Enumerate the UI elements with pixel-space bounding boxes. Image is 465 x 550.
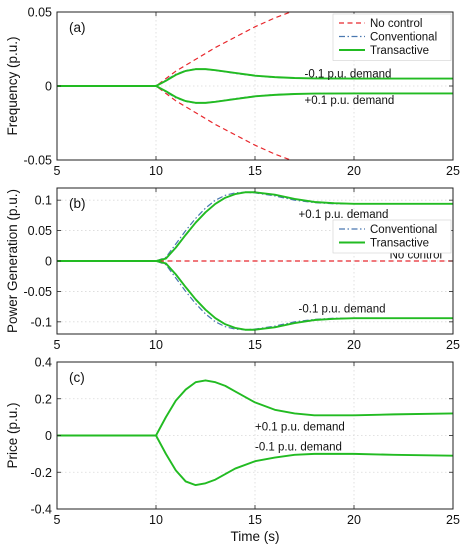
x-tick-label: 20 [347,164,361,178]
series-group [57,12,453,160]
series-line-transactive [57,85,453,104]
y-tick-label: 0 [45,80,52,94]
series-line-conventional [57,260,453,331]
series-group [57,379,453,487]
x-tick-label: 5 [54,164,61,178]
series-line-transactive [57,68,453,87]
series-line-transactive [57,434,453,487]
x-tick-label: 20 [347,513,361,527]
series-line-transactive [57,379,453,437]
y-axis-label: Power Generation (p.u.) [5,189,20,333]
y-tick-label: 0.05 [28,224,52,238]
legend-entry: Conventional [370,224,437,236]
y-tick-label: 0 [45,429,52,443]
series-line-no-control [57,12,293,87]
panel-1: 5 10 15 20 25 -0.05 0 0.05 Frequency (p.u.) (a) -0… [5,6,460,179]
panel-label: (a) [69,20,86,35]
legend: Conventional Transactive [332,219,452,254]
annotation: -0.1 p.u. demand [255,442,342,454]
legend-entry: Transactive [370,45,429,57]
y-tick-label: -0.4 [30,503,52,517]
annotation: -0.1 p.u. demand [299,303,386,315]
x-tick-label: 15 [248,164,262,178]
series-line-conventional [57,191,453,262]
x-tick-label: 10 [149,338,163,352]
panel-3: 5 10 15 20 25 -0.4 -0.2 0 0.2 0.4 Price (p.u.) Time… [5,356,460,545]
x-tick-label: 10 [149,513,163,527]
y-tick-label: 0.2 [35,392,52,406]
y-tick-label: 0.4 [35,356,52,370]
panel-label: (c) [69,370,85,385]
series-line-transactive [57,191,453,262]
x-tick-label: 25 [446,513,460,527]
x-tick-label: 25 [446,164,460,178]
series-line-no-control [57,85,293,160]
x-tick-label: 10 [149,164,163,178]
x-tick-label: 20 [347,338,361,352]
y-tick-label: 0.1 [35,194,52,208]
y-tick-label: -0.1 [30,315,52,329]
y-axis-label: Frequency (p.u.) [5,36,20,135]
x-tick-label: 5 [54,338,61,352]
annotation: +0.1 p.u. demand [255,421,345,433]
legend-box [332,219,452,254]
x-tick-label: 15 [248,338,262,352]
legend-entry: No control [370,18,422,30]
y-tick-label: 0 [45,255,52,269]
series-line-transactive [57,260,453,331]
y-axis-label: Price (p.u.) [5,402,20,468]
annotation: -0.1 p.u. demand [305,68,392,80]
panel-2: 5 10 15 20 25 -0.1 -0.05 0 0.05 0.1 Power Generati… [5,187,460,352]
series-group [57,191,453,331]
panel-label: (b) [69,196,86,211]
y-tick-label: -0.05 [24,154,53,168]
annotation: +0.1 p.u. demand [305,95,395,107]
legend-entry: Transactive [370,238,429,250]
x-tick-label: 15 [248,513,262,527]
legend-box [332,13,452,61]
legend-entry: Conventional [370,32,437,44]
y-tick-label: 0.05 [28,6,52,20]
annotation: +0.1 p.u. demand [299,209,389,221]
x-tick-label: 5 [54,513,61,527]
x-axis-label: Time (s) [231,529,280,544]
y-tick-label: -0.05 [24,285,53,299]
x-tick-label: 25 [446,338,460,352]
y-tick-label: -0.2 [30,466,52,480]
